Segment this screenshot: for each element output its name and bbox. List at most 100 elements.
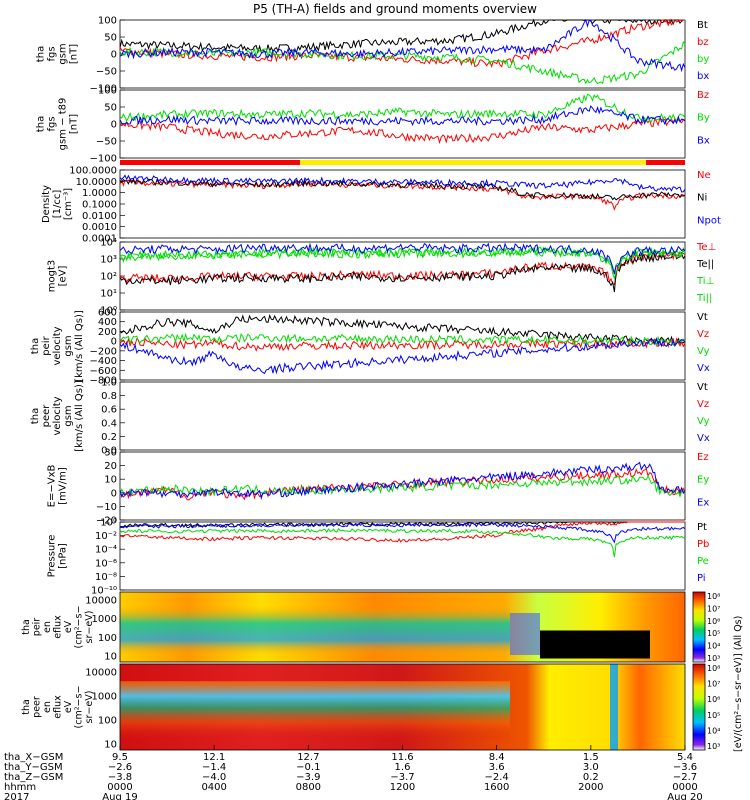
y-tick-label: 1000 xyxy=(92,692,117,703)
mode-bar-segment xyxy=(300,160,646,165)
colorbar-top xyxy=(692,591,706,663)
y-tick-label: 10 xyxy=(104,475,117,486)
colorbar-tick-label: 10⁶ xyxy=(707,695,720,704)
legend-item: Vy xyxy=(697,346,710,357)
x-axis-value: 9.5 xyxy=(112,752,128,763)
y-axis-label: (cm²−s− xyxy=(74,606,85,649)
series-density-Ni xyxy=(119,177,686,201)
y-tick-label: 100 xyxy=(98,16,117,27)
colorbar-tick-label: 10³ xyxy=(707,654,720,663)
x-axis-value: −2.7 xyxy=(673,772,697,783)
series-pressure-Pe xyxy=(119,527,686,558)
legend-item: Ti|| xyxy=(696,293,712,304)
series-fgs-dsl-Bz xyxy=(119,117,686,145)
y-tick-label: 0.6 xyxy=(101,405,117,416)
y-tick-label: −10 xyxy=(96,502,117,513)
panel-pressure: 10⁰ 10⁻² 10⁻⁴ 10⁻⁶ 10⁻⁸ 10⁻¹⁰ Pressure [nPa] Pt P… xyxy=(47,518,710,597)
panel-peir-spec: 10000 1000 100 10 tha peir en eflux eV (cm²−s− sr−… xyxy=(21,591,686,663)
y-axis-label: eV xyxy=(63,700,74,713)
legend-item: Te|| xyxy=(696,259,714,270)
x-axis-value: 1200 xyxy=(390,782,415,793)
y-tick-label: −50 xyxy=(96,137,117,148)
x-axis-value: 1600 xyxy=(484,782,509,793)
panel-peer-velocity: 1.0 0.8 0.6 0.4 0.2 0.0 tha peer velocity gsm [km/… xyxy=(30,378,710,457)
x-axis-value: −2.6 xyxy=(108,762,132,773)
x-axis-value: 3.6 xyxy=(489,762,505,773)
series-temperature-Te|| xyxy=(119,251,686,293)
x-axis-value: Aug 20 xyxy=(667,792,702,800)
y-tick-label: 10000 xyxy=(85,596,117,607)
page-title: P5 (TH-A) fields and ground moments over… xyxy=(253,2,537,16)
y-tick-label: 0.8 xyxy=(101,391,117,402)
x-axis-labels: tha_X−GSMtha_Y−GSMtha_Z−GSMhhmm20179.5−2… xyxy=(4,745,703,800)
panel-fgs-gsm: 100 50 0 −50 −100 tha fgs gsm [nT] Bt bz by bx xyxy=(36,16,710,95)
y-tick-label: 200 xyxy=(98,327,117,338)
series-temperature-Te⊥ xyxy=(119,250,686,286)
colorbar-tick-label: 10³ xyxy=(707,742,720,751)
series-pressure-Pb xyxy=(119,521,685,543)
y-tick-label: 10⁰ xyxy=(100,518,117,529)
legend-item: Npot xyxy=(697,215,721,226)
y-tick-label: 400 xyxy=(98,317,117,328)
y-tick-label: 10000 xyxy=(85,668,117,679)
legend-item: bx xyxy=(697,71,709,82)
y-axis-label: sr−eV) xyxy=(84,611,95,644)
y-tick-label: 10⁰ xyxy=(100,306,117,317)
y-tick-label: 0 xyxy=(111,488,117,499)
y-tick-label: 100 xyxy=(98,86,117,97)
y-axis-label: [nPa] xyxy=(58,543,69,569)
y-tick-label: 1000 xyxy=(92,614,117,625)
panel-temperature: 10⁴ 10³ 10² 10¹ 10⁰ mogt3 [eV] Te⊥ Te|| Ti⊥ Ti|| xyxy=(47,238,717,317)
spectrogram-band xyxy=(120,681,510,742)
y-axis-label: peir xyxy=(41,335,52,355)
spectrogram-band xyxy=(120,606,510,655)
y-tick-label: 1.0000 xyxy=(82,188,117,199)
y-tick-label: 20 xyxy=(104,461,117,472)
x-axis-value: 3.0 xyxy=(583,762,599,773)
x-axis-row-label: tha_X−GSM xyxy=(4,752,63,763)
legend-item: Vt xyxy=(697,382,708,393)
x-axis-value: 12.1 xyxy=(203,752,225,763)
x-axis-value: −3.8 xyxy=(108,772,132,783)
y-axis-label: [1/cc] xyxy=(52,190,63,219)
y-tick-label: 0 xyxy=(111,50,117,61)
y-tick-label: 50 xyxy=(104,103,117,114)
y-tick-label: 0 xyxy=(111,120,117,131)
legend-item: Bx xyxy=(697,135,710,146)
mode-bar-segment xyxy=(646,160,685,165)
y-axis-label: peer xyxy=(41,404,52,428)
x-axis-value: −3.7 xyxy=(390,772,414,783)
y-tick-label: −800 xyxy=(90,376,117,387)
panel-fgs-dsl: 100 50 0 −50 −100 tha fgs gsm − t89 [nT] Bz By Bx xyxy=(36,86,710,165)
y-axis-label: [cm⁻³] xyxy=(63,188,74,220)
y-tick-label: 10² xyxy=(100,272,117,283)
x-axis-value: 11.6 xyxy=(391,752,413,763)
legend-item: Pb xyxy=(697,539,709,550)
y-tick-label: 10⁻⁶ xyxy=(95,558,117,569)
y-tick-label: −100 xyxy=(90,84,117,95)
legend-item: Ne xyxy=(697,170,711,181)
y-axis-label: (cm²−s− xyxy=(74,686,85,729)
colorbar-tick-label: 10⁸ xyxy=(707,664,720,673)
y-tick-label: 100 xyxy=(98,633,117,644)
x-axis-value: −0.1 xyxy=(296,762,320,773)
x-axis-value: 1.5 xyxy=(583,752,599,763)
y-axis-label: gsm − t89 xyxy=(58,98,69,151)
panel-density: 100.000010.00001.00000.10000.01000.00100… xyxy=(41,166,721,245)
y-tick-label: −200 xyxy=(90,346,117,357)
x-axis-value: 8.4 xyxy=(489,752,505,763)
y-tick-label: 50 xyxy=(104,33,117,44)
colorbar-tick-label: 10⁴ xyxy=(707,642,720,651)
panel-frame xyxy=(119,89,686,159)
colorbar-tick-label: 10⁴ xyxy=(707,726,720,735)
panel-frame xyxy=(119,381,686,451)
x-axis-value: 0800 xyxy=(296,782,321,793)
y-axis-label: fgs xyxy=(47,116,58,131)
x-axis-value: 12.7 xyxy=(297,752,319,763)
series-peir-velocity-Vy xyxy=(119,332,686,347)
y-tick-label: −100 xyxy=(90,154,117,165)
legend-item: Bz xyxy=(697,90,709,101)
